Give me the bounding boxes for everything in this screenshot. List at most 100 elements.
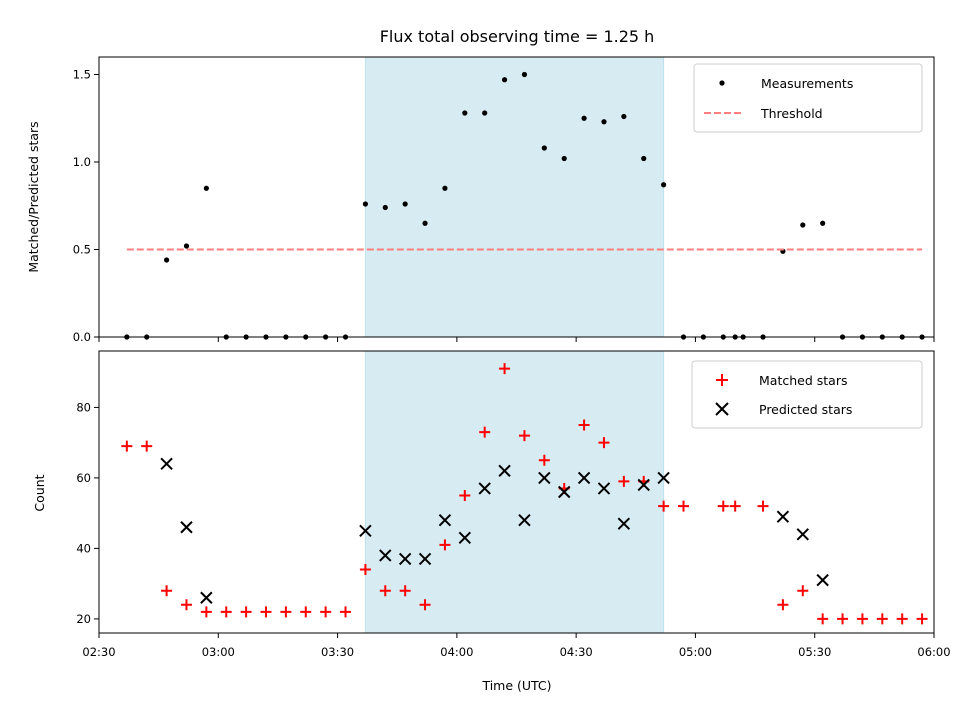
bottom-highlight-span	[364, 350, 665, 634]
matched-star-point	[717, 500, 729, 512]
x-tick-label: 04:30	[560, 645, 593, 659]
predicted-star-point	[498, 464, 511, 478]
measurement-point	[402, 201, 408, 207]
legend-measurements-marker	[719, 80, 725, 86]
predicted-star-point	[597, 482, 611, 495]
predicted-star-point	[160, 457, 173, 471]
matched-star-point	[459, 490, 471, 502]
predicted-star-point	[657, 471, 670, 485]
measurement-point	[521, 71, 528, 78]
y-tick-label: 0.5	[73, 243, 91, 257]
predicted-star-point	[796, 528, 809, 541]
y-tick-label: 60	[76, 471, 91, 485]
matched-star-point	[578, 419, 590, 431]
measurement-point	[820, 220, 826, 226]
measurement-point	[442, 185, 448, 191]
matched-star-point	[439, 539, 451, 551]
measurement-point	[482, 110, 488, 116]
x-axis-label: Time (UTC)	[481, 678, 551, 693]
matched-star-point	[856, 613, 868, 625]
predicted-star-point	[379, 549, 392, 562]
matched-star-point	[479, 426, 491, 438]
matched-star-point	[658, 500, 670, 512]
y-tick-label: 0.0	[73, 330, 91, 344]
predicted-star-point	[617, 517, 631, 530]
top-series-group	[124, 71, 925, 340]
matched-star-point	[876, 613, 888, 625]
matched-star-point	[300, 606, 312, 618]
matched-star-point	[220, 606, 232, 618]
top-legend-box	[693, 63, 923, 133]
matched-star-point	[538, 454, 550, 466]
legend-predicted-marker	[715, 402, 729, 416]
matched-star-point	[340, 606, 352, 618]
matched-star-point	[280, 606, 292, 618]
matched-star-point	[260, 606, 272, 618]
measurement-point	[661, 182, 667, 188]
bottom-y-ticks: 20 40 60 80	[76, 400, 99, 626]
top-panel: 0.0 0.5 1.0 1.5 Matched/Predicted stars Mea…	[26, 56, 935, 344]
predicted-star-point	[180, 521, 193, 534]
matched-star-point	[399, 585, 411, 597]
x-tick-label: 05:00	[679, 645, 712, 659]
predicted-star-point	[518, 513, 531, 527]
predicted-star-point	[438, 513, 452, 527]
matched-star-point	[916, 613, 928, 625]
matched-star-point	[896, 613, 908, 625]
predicted-star-point	[398, 552, 412, 566]
y-tick-label: 1.5	[73, 68, 91, 82]
legend-threshold-label: Threshold	[760, 106, 823, 121]
predicted-star-point	[538, 471, 551, 485]
matched-star-point	[141, 440, 153, 452]
top-x-ticks	[98, 337, 935, 342]
matched-star-point	[518, 430, 530, 442]
measurement-point	[601, 119, 607, 125]
matched-star-point	[379, 585, 391, 597]
predicted-star-point	[558, 485, 571, 499]
y-tick-label: 80	[76, 400, 91, 414]
measurement-point	[581, 115, 587, 121]
matched-star-point	[618, 475, 630, 487]
predicted-star-point	[359, 524, 372, 537]
measurement-point	[800, 222, 806, 228]
measurement-point	[462, 110, 468, 116]
x-tick-label: 06:00	[917, 645, 950, 659]
x-tick-label: 05:30	[798, 645, 831, 659]
matched-star-point	[817, 613, 829, 625]
measurement-point	[382, 204, 388, 211]
bottom-x-ticks: 02:30 03:00 03:30 04:00 04:30 05:00 05:30 06:00	[82, 633, 951, 659]
measurement-point	[203, 185, 209, 191]
legend-matched-marker	[716, 374, 728, 386]
predicted-star-point	[776, 510, 790, 523]
matched-star-point	[678, 500, 689, 512]
matched-star-point	[499, 363, 511, 375]
matched-star-point	[598, 437, 610, 449]
matched-star-point	[777, 599, 789, 611]
y-tick-label: 20	[76, 612, 91, 626]
measurement-point	[501, 77, 508, 83]
predicted-star-point	[200, 591, 213, 604]
top-y-axis-label: Matched/Predicted stars	[26, 121, 41, 272]
matched-star-point	[320, 606, 332, 618]
legend-measurements-label: Measurements	[761, 76, 853, 91]
measurement-point	[541, 145, 547, 151]
y-tick-label: 40	[76, 541, 91, 555]
predicted-star-point	[816, 573, 829, 587]
matched-star-point	[200, 606, 212, 618]
measurement-point	[422, 220, 428, 226]
measurement-point	[561, 155, 567, 162]
matched-star-point	[419, 599, 431, 611]
x-tick-label: 03:30	[321, 645, 354, 659]
bottom-series-group	[121, 363, 928, 625]
top-legend: Measurements Threshold	[693, 63, 923, 133]
top-y-ticks: 0.0 0.5 1.0 1.5	[73, 68, 99, 344]
matched-star-point	[797, 585, 809, 597]
predicted-star-point	[478, 482, 491, 495]
x-tick-label: 04:00	[440, 645, 473, 659]
measurement-point	[163, 257, 170, 263]
predicted-star-point	[458, 531, 472, 545]
bottom-legend: Matched stars Predicted stars	[691, 360, 923, 429]
measurement-point	[621, 113, 627, 120]
matched-star-point	[729, 500, 741, 512]
